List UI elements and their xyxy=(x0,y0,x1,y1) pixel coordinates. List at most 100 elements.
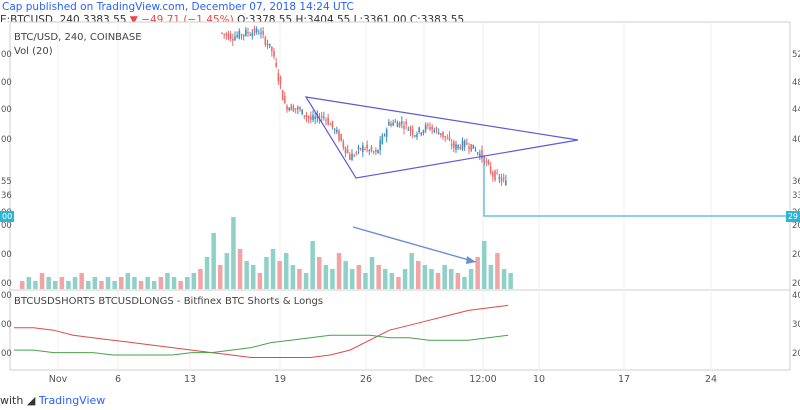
left-scale-label: 00 xyxy=(1,78,12,88)
volume-bar xyxy=(284,253,289,289)
candle-body xyxy=(366,144,368,149)
volume-bar xyxy=(218,265,223,289)
volume-bar xyxy=(59,277,65,289)
candle-body xyxy=(346,149,349,153)
volume-bar xyxy=(20,281,25,289)
volume-bar xyxy=(435,273,441,289)
volume-bar xyxy=(211,233,216,289)
candle-body xyxy=(249,34,251,36)
candle-body xyxy=(375,150,377,152)
candle-body xyxy=(288,108,290,110)
candle-body xyxy=(476,152,479,154)
candle-body xyxy=(292,106,295,112)
volume-bar xyxy=(165,273,170,289)
left-scale-label: 36 xyxy=(1,191,12,201)
volume-bar xyxy=(99,281,104,289)
volume-bar xyxy=(138,281,144,289)
volume-bar xyxy=(191,273,197,289)
candle-body xyxy=(405,121,407,125)
candle-body xyxy=(390,123,392,126)
candles xyxy=(221,25,507,186)
candle-body xyxy=(221,32,223,34)
candle-body xyxy=(333,129,336,131)
candle-body xyxy=(431,126,433,130)
candle-body xyxy=(505,180,507,186)
volume-bar xyxy=(92,277,98,289)
right-scale-label: 20 xyxy=(792,279,800,289)
left-scale-label: 00 xyxy=(1,135,12,145)
candle-body xyxy=(323,116,325,118)
volume-bar xyxy=(416,261,421,289)
candle-body xyxy=(388,122,390,126)
candle-body xyxy=(305,114,308,118)
volume-bar xyxy=(475,257,480,289)
candle-body xyxy=(299,107,301,110)
candle-body xyxy=(368,149,371,152)
candle-body xyxy=(229,34,232,40)
volume-bar xyxy=(224,253,230,289)
candle-body xyxy=(327,117,329,125)
volume-bar xyxy=(323,265,329,289)
right-scale-label: 33 xyxy=(792,191,800,201)
candle-body xyxy=(442,131,444,138)
volume-bar xyxy=(396,277,401,289)
candle-body xyxy=(383,134,386,136)
volume-bar xyxy=(376,265,381,289)
candle-body xyxy=(435,127,438,130)
volume-bar xyxy=(482,241,487,289)
candle-body xyxy=(437,132,440,135)
candle-body xyxy=(349,154,351,160)
volume-bar xyxy=(290,265,296,289)
volume-bar xyxy=(383,269,388,289)
volume-bar xyxy=(132,277,137,289)
left-scale-label: 00 xyxy=(1,105,12,115)
candle-body xyxy=(492,172,494,177)
volume-bar xyxy=(33,281,38,289)
triangle-pattern xyxy=(304,96,579,179)
candle-body xyxy=(457,144,459,148)
footer: with ◢ TradingView xyxy=(0,394,105,407)
x-tick-label: 6 xyxy=(115,374,121,385)
candle-body xyxy=(236,35,238,37)
publisher-text: Cap published on TradingView.com, Decemb… xyxy=(2,1,354,13)
volume-bar xyxy=(66,281,71,289)
trend-overlays xyxy=(304,96,790,264)
right-scale-label: 40 xyxy=(792,135,800,145)
candle-body xyxy=(502,177,505,180)
price-pane xyxy=(9,21,791,291)
volume-bars xyxy=(20,217,513,289)
volume-bar xyxy=(468,269,474,289)
candle-body xyxy=(433,129,436,132)
volume-bar xyxy=(119,277,124,289)
candle-body xyxy=(420,132,423,135)
volume-bar xyxy=(145,277,150,289)
candle-body xyxy=(232,38,234,41)
volume-bar xyxy=(244,261,249,289)
candle-body xyxy=(416,134,418,137)
candle-body xyxy=(310,116,312,120)
volume-bar xyxy=(369,257,375,289)
volume-bar xyxy=(72,277,78,289)
volume-bar xyxy=(336,253,342,289)
candle-body xyxy=(268,43,271,47)
candle-body xyxy=(411,129,414,135)
volume-bar xyxy=(171,277,177,289)
candle-body xyxy=(414,135,416,137)
last-price: 3383.55 xyxy=(83,14,127,22)
publisher-line: Cap published on TradingView.com, Decemb… xyxy=(2,1,354,13)
candle-body xyxy=(359,148,362,150)
candle-body xyxy=(251,32,254,37)
volume-bar xyxy=(125,273,131,289)
candle-body xyxy=(266,43,269,46)
candle-body xyxy=(353,155,355,157)
right-scale-label: 40 xyxy=(792,291,800,301)
candle-body xyxy=(394,121,397,123)
candle-body xyxy=(238,30,241,39)
candle-body xyxy=(301,109,303,115)
candle-body xyxy=(290,104,293,111)
x-tick-label: 26 xyxy=(360,374,372,385)
candle-body xyxy=(403,125,405,129)
candle-body xyxy=(459,146,462,149)
candle-body xyxy=(247,31,249,34)
